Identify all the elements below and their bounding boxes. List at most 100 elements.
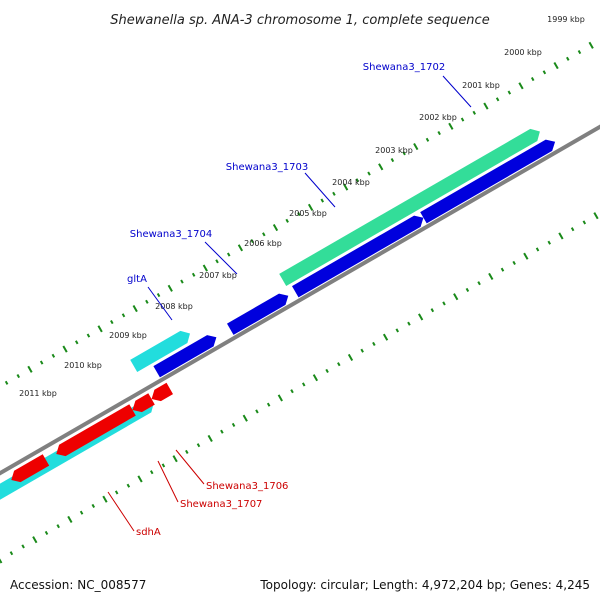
tick-mark <box>266 402 271 407</box>
tick-mark <box>237 244 244 252</box>
tick-mark <box>312 374 319 382</box>
gene-gltA <box>153 335 217 378</box>
tick-label: 2011 kbp <box>19 389 57 398</box>
tick-mark <box>156 293 161 298</box>
tick-mark <box>220 429 224 434</box>
gene-label: gltA <box>127 274 147 285</box>
tick-mark <box>535 247 540 252</box>
chromosome-backbone <box>0 124 600 476</box>
gene-label-leader <box>175 449 205 485</box>
tick-mark <box>196 443 201 448</box>
tick-mark <box>202 264 208 272</box>
tick-label: 2010 kbp <box>64 361 102 370</box>
tick-mark <box>180 279 184 284</box>
tick-mark <box>570 227 575 232</box>
tick-mark <box>132 305 138 313</box>
tick-mark <box>21 544 25 549</box>
gene-label-leader <box>107 491 135 532</box>
tick-mark <box>167 284 173 292</box>
gene-label-leader <box>442 75 472 108</box>
tick-mark <box>477 281 481 286</box>
gene-cyan-upper <box>130 330 190 372</box>
tick-mark <box>453 293 459 301</box>
tick-mark <box>542 70 547 75</box>
tick-mark <box>418 313 424 321</box>
tick-mark <box>172 455 178 463</box>
map-title: Shewanella sp. ANA-3 chromosome 1, compl… <box>110 13 489 28</box>
tick-mark <box>488 272 494 280</box>
tick-mark <box>56 524 60 529</box>
tick-label: 2003 kbp <box>375 146 413 155</box>
tick-label: 2009 kbp <box>109 331 147 340</box>
tick-mark <box>67 515 73 523</box>
tick-mark <box>566 56 570 61</box>
tick-mark <box>62 345 68 353</box>
tick-mark <box>51 353 56 358</box>
tick-mark <box>378 163 384 171</box>
tick-mark <box>372 341 376 346</box>
tick-mark <box>367 171 371 176</box>
tick-mark <box>79 510 84 515</box>
tick-mark <box>32 536 38 544</box>
tick-label: 1999 kbp <box>547 15 585 24</box>
tick-mark <box>110 320 114 325</box>
tick-mark <box>44 530 49 535</box>
gene-blue-short <box>227 293 289 335</box>
tick-mark <box>145 299 149 304</box>
tick-mark <box>126 483 131 488</box>
tick-mark <box>226 252 231 257</box>
tick-mark <box>442 301 446 306</box>
gene-label: Shewana3_1703 <box>226 162 308 173</box>
tick-label: 2002 kbp <box>419 113 457 122</box>
outer-tick-ring <box>4 41 594 385</box>
tick-mark <box>460 117 465 122</box>
tick-mark <box>149 470 154 475</box>
tick-mark <box>27 365 33 373</box>
gene-red-small <box>151 382 173 402</box>
tick-mark <box>500 267 505 272</box>
tick-mark <box>262 232 266 237</box>
tick-mark <box>337 362 341 367</box>
tick-labels: 1999 kbp 2000 kbp 2001 kbp 2002 kbp 2003 kbp… <box>19 15 585 398</box>
tick-mark <box>495 97 500 102</box>
tick-mark <box>114 490 119 495</box>
tick-mark <box>395 328 399 333</box>
tick-mark <box>290 389 294 394</box>
tick-mark <box>231 422 236 427</box>
gene-sdhA <box>11 454 50 483</box>
tick-mark <box>325 368 329 373</box>
tick-label: 2000 kbp <box>504 48 542 57</box>
tick-mark <box>593 212 599 220</box>
gene-shewana3-1703 <box>420 139 556 224</box>
tick-mark <box>301 382 306 387</box>
gene-shewana3-1707 <box>56 404 136 457</box>
tick-mark <box>86 333 91 338</box>
tick-mark <box>390 158 395 163</box>
tick-mark <box>242 414 248 422</box>
tick-mark <box>16 374 21 379</box>
tick-label: 2006 kbp <box>244 239 282 248</box>
tick-label: 2004 kbp <box>332 178 370 187</box>
tick-mark <box>102 495 108 503</box>
tick-mark <box>382 333 389 341</box>
tick-mark <box>9 551 14 556</box>
tick-mark <box>285 218 289 223</box>
tick-label: 2001 kbp <box>462 81 500 90</box>
tick-mark <box>588 41 594 49</box>
tick-mark <box>4 380 9 385</box>
tick-mark <box>402 151 406 156</box>
tick-mark <box>547 240 551 245</box>
tick-mark <box>215 259 219 264</box>
tick-mark <box>272 224 279 232</box>
tick-mark <box>161 463 166 468</box>
gene-features <box>0 128 556 500</box>
gene-label: Shewana3_1702 <box>363 62 445 73</box>
tick-mark <box>121 313 126 318</box>
tick-mark <box>553 62 559 70</box>
gene-label: Shewana3_1707 <box>180 499 262 510</box>
tick-mark <box>332 191 336 196</box>
gene-shewana3-1704 <box>292 215 424 298</box>
tick-mark <box>185 449 189 454</box>
gene-label: Shewana3_1706 <box>206 481 288 492</box>
